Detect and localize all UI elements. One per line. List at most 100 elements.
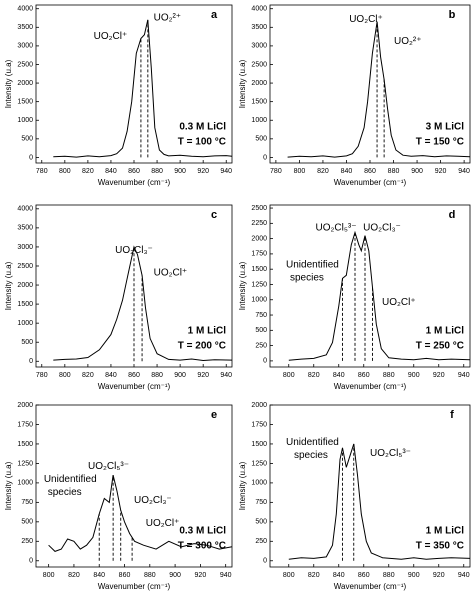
spectrum-line: [288, 230, 471, 361]
x-tick-label: 820: [82, 168, 94, 175]
annotation: UO₂Cl₃⁻: [363, 222, 401, 233]
x-tick-label: 780: [270, 168, 282, 175]
x-tick-label: 940: [458, 372, 470, 379]
x-tick-label: 820: [308, 572, 320, 579]
annotation: UO₂Cl₅³⁻: [370, 448, 411, 459]
y-tick-label: 0: [263, 154, 267, 161]
x-tick-label: 860: [364, 168, 376, 175]
x-tick-label: 880: [388, 168, 400, 175]
y-axis-label: Intensity (u.a): [238, 261, 247, 310]
y-tick-label: 1500: [17, 99, 33, 106]
x-tick-label: 800: [283, 572, 295, 579]
x-tick-label: 840: [93, 572, 105, 579]
y-tick-label: 2000: [17, 402, 33, 409]
x-tick-label: 920: [195, 572, 207, 579]
y-tick-label: 2500: [251, 61, 267, 68]
y-tick-label: 1500: [251, 266, 267, 273]
y-tick-label: 2250: [251, 220, 267, 227]
x-axis-label: Wavenumber (cm⁻¹): [334, 582, 407, 591]
y-tick-label: 500: [21, 136, 33, 143]
y-tick-label: 1000: [251, 117, 267, 124]
y-tick-label: 500: [255, 136, 267, 143]
condition-label: T = 250 °C: [416, 341, 464, 352]
x-tick-label: 900: [408, 572, 420, 579]
x-tick-label: 860: [119, 572, 131, 579]
x-tick-label: 940: [458, 168, 470, 175]
y-tick-label: 1000: [251, 480, 267, 487]
x-tick-label: 880: [144, 572, 156, 579]
x-tick-label: 840: [105, 168, 117, 175]
annotation: species: [290, 273, 324, 284]
y-tick-label: 3000: [251, 43, 267, 50]
panel-label: b: [449, 9, 456, 21]
x-tick-label: 840: [105, 372, 117, 379]
y-tick-label: 0: [263, 358, 267, 365]
y-tick-label: 1750: [251, 421, 267, 428]
y-axis-label: Intensity (u.a): [4, 261, 13, 310]
spectrum-line: [53, 19, 233, 158]
y-tick-label: 2000: [251, 235, 267, 242]
annotation: UO₂Cl⁺: [349, 14, 383, 25]
x-tick-label: 920: [435, 168, 447, 175]
condition-label: T = 100 °C: [178, 137, 226, 148]
y-tick-label: 2500: [251, 205, 267, 212]
y-tick-label: 0: [29, 558, 33, 565]
y-axis-label: Intensity (u.a): [238, 59, 247, 108]
y-tick-label: 1500: [17, 301, 33, 308]
x-axis-label: Wavenumber (cm⁻¹): [98, 582, 171, 591]
condition-label: T = 300 °C: [178, 541, 226, 552]
y-tick-label: 1500: [251, 441, 267, 448]
x-tick-label: 840: [333, 372, 345, 379]
x-tick-label: 900: [408, 372, 420, 379]
x-tick-label: 800: [59, 372, 71, 379]
y-tick-label: 1000: [251, 297, 267, 304]
x-tick-label: 900: [174, 372, 186, 379]
y-axis-label: Intensity (u.a): [4, 59, 13, 108]
y-tick-label: 4000: [17, 206, 33, 213]
y-tick-label: 250: [21, 538, 33, 545]
annotation: UO₂²⁺: [154, 12, 182, 23]
x-tick-label: 920: [197, 372, 209, 379]
y-tick-label: 2000: [251, 80, 267, 87]
y-tick-label: 250: [255, 342, 267, 349]
x-tick-label: 880: [383, 372, 395, 379]
y-tick-label: 250: [255, 538, 267, 545]
y-tick-label: 500: [21, 519, 33, 526]
condition-label: T = 150 °C: [416, 137, 464, 148]
x-tick-label: 860: [128, 168, 140, 175]
panel-label: d: [449, 209, 456, 221]
y-tick-label: 2500: [17, 263, 33, 270]
y-tick-label: 1000: [17, 480, 33, 487]
x-tick-label: 860: [358, 372, 370, 379]
x-axis-label: Wavenumber (cm⁻¹): [334, 178, 407, 187]
spectrum-line: [53, 245, 233, 362]
annotation: UO₂Cl⁺: [154, 268, 188, 279]
condition-label: 1 M LiCl: [426, 526, 465, 537]
y-tick-label: 1250: [251, 460, 267, 467]
y-tick-label: 2500: [17, 61, 33, 68]
y-axis-label: Intensity (u.a): [238, 461, 247, 510]
annotation: Unidentified: [44, 474, 97, 485]
x-tick-label: 780: [36, 372, 48, 379]
condition-label: 0.3 M LiCl: [179, 122, 226, 133]
x-tick-label: 940: [220, 572, 232, 579]
x-tick-label: 920: [433, 572, 445, 579]
x-tick-label: 840: [333, 572, 345, 579]
y-tick-label: 0: [29, 358, 33, 365]
y-tick-label: 3500: [17, 225, 33, 232]
annotation: species: [48, 487, 82, 498]
condition-label: 0.3 M LiCl: [179, 526, 226, 537]
x-tick-label: 900: [174, 168, 186, 175]
x-tick-label: 820: [308, 372, 320, 379]
y-tick-label: 1500: [251, 99, 267, 106]
condition-label: 3 M LiCl: [426, 122, 465, 133]
y-tick-label: 4000: [251, 6, 267, 13]
y-tick-label: 3500: [17, 24, 33, 31]
x-tick-label: 800: [43, 572, 55, 579]
y-tick-label: 3000: [17, 244, 33, 251]
x-tick-label: 860: [358, 572, 370, 579]
y-tick-label: 1250: [251, 281, 267, 288]
y-tick-label: 750: [255, 312, 267, 319]
x-tick-label: 880: [383, 572, 395, 579]
